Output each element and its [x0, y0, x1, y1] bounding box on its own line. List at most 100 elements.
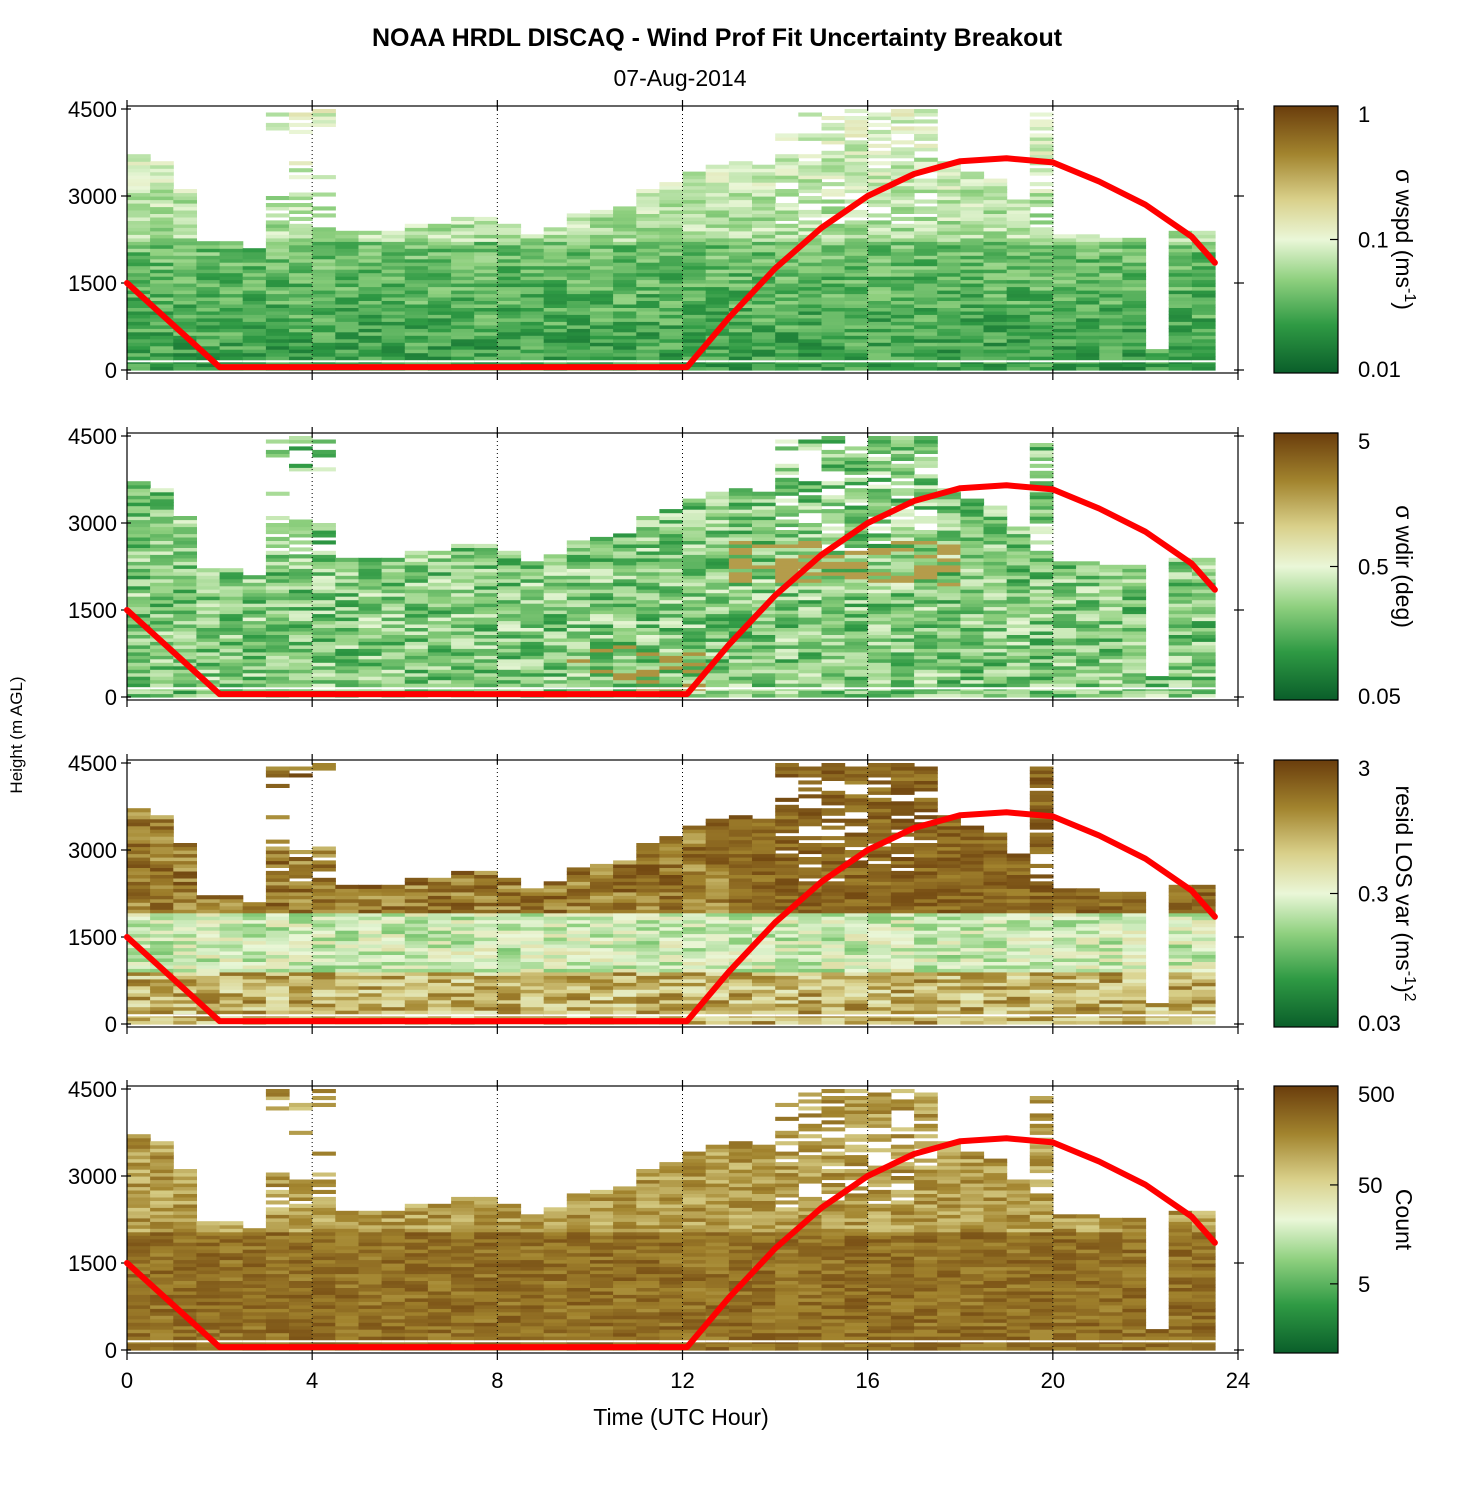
heatmap-cell	[775, 324, 799, 329]
heatmap-cell	[682, 331, 707, 336]
heatmap-cell	[173, 898, 197, 903]
heatmap-cell	[127, 154, 151, 159]
heatmap-cell	[705, 237, 730, 242]
heatmap-cell	[520, 627, 545, 632]
heatmap-cell	[289, 571, 313, 576]
heatmap-cell	[520, 286, 545, 291]
heatmap-cell	[1076, 262, 1100, 267]
heatmap-cell	[242, 258, 267, 263]
heatmap-cell	[1191, 655, 1216, 660]
heatmap-cell	[1006, 641, 1031, 646]
heatmap-cell	[289, 533, 313, 538]
heatmap-cell	[150, 815, 174, 820]
heatmap-cell	[914, 314, 938, 319]
heatmap-cell	[613, 349, 637, 354]
heatmap-cell	[914, 623, 938, 628]
heatmap-cell	[474, 557, 498, 562]
heatmap-cell	[752, 168, 776, 173]
heatmap-cell	[173, 540, 197, 545]
heatmap-cell	[150, 550, 174, 555]
heatmap-cell	[566, 610, 591, 615]
heatmap-cell	[613, 613, 637, 618]
heatmap-cell	[1191, 272, 1216, 277]
heatmap-cell	[914, 502, 938, 507]
heatmap-cell	[659, 303, 684, 308]
heatmap-cell	[613, 303, 637, 308]
heatmap-cell	[1099, 352, 1123, 357]
heatmap-cell	[752, 360, 776, 363]
heatmap-cell	[127, 488, 151, 493]
heatmap-cell	[1006, 363, 1031, 368]
heatmap-cell	[1191, 637, 1216, 642]
heatmap-cell	[427, 627, 452, 632]
heatmap-cell	[682, 585, 707, 590]
heatmap-cell	[381, 564, 406, 569]
heatmap-cell	[937, 509, 961, 514]
heatmap-cell	[682, 251, 707, 256]
heatmap-cell	[659, 589, 684, 594]
heatmap-cell	[1099, 589, 1123, 594]
heatmap-cell	[590, 352, 614, 357]
heatmap-cell	[1122, 676, 1147, 681]
heatmap-cell	[890, 436, 915, 441]
heatmap-cell	[798, 349, 822, 354]
heatmap-cell	[566, 283, 591, 288]
heatmap-cell	[1122, 634, 1147, 639]
heatmap-cell	[659, 189, 684, 194]
heatmap-cell	[1006, 265, 1031, 270]
heatmap-cell	[960, 519, 985, 524]
heatmap-cell	[752, 578, 776, 583]
heatmap-cell	[150, 203, 174, 208]
heatmap-cell	[474, 328, 498, 333]
heatmap-cell	[867, 356, 892, 361]
heatmap-cell	[427, 651, 452, 656]
heatmap-cell	[289, 557, 313, 562]
heatmap-cell	[335, 658, 359, 663]
heatmap-cell	[127, 589, 151, 594]
heatmap-cell	[196, 279, 221, 284]
heatmap-cell	[335, 561, 359, 566]
heatmap-cell	[798, 620, 822, 625]
heatmap-cell	[682, 220, 707, 225]
heatmap-cell	[914, 276, 938, 281]
heatmap-cell	[682, 575, 707, 580]
heatmap-cell	[914, 599, 938, 604]
heatmap-cell	[983, 230, 1008, 235]
heatmap-cell	[451, 561, 475, 566]
heatmap-cell	[566, 331, 591, 336]
heatmap-cell	[937, 596, 961, 601]
heatmap-cell	[798, 443, 822, 448]
heatmap-cell	[960, 349, 985, 354]
heatmap-cell	[358, 230, 383, 235]
heatmap-cell	[335, 331, 359, 336]
heatmap-cell	[1006, 679, 1031, 684]
heatmap-cell	[937, 679, 961, 684]
heatmap-cell	[312, 585, 336, 590]
heatmap-cell	[497, 606, 522, 611]
heatmap-cell	[497, 349, 522, 354]
heatmap-cell	[474, 683, 498, 688]
heatmap-cell	[752, 189, 776, 194]
heatmap-cell	[705, 571, 730, 576]
heatmap-cell	[844, 599, 869, 604]
heatmap-cell	[289, 269, 313, 274]
heatmap-cell	[590, 592, 614, 597]
heatmap-cell	[427, 655, 452, 660]
heatmap-cell	[335, 637, 359, 642]
heatmap-cell	[1076, 582, 1100, 587]
heatmap-cell	[890, 651, 915, 656]
heatmap-cell	[752, 248, 776, 253]
heatmap-cell	[983, 623, 1008, 628]
heatmap-cell	[1168, 241, 1193, 246]
heatmap-cell	[242, 651, 267, 656]
heatmap-cell	[798, 568, 822, 573]
heatmap-cell	[844, 613, 869, 618]
heatmap-cell	[150, 655, 174, 660]
heatmap-cell	[404, 360, 429, 363]
heatmap-cell	[775, 349, 799, 354]
heatmap-cell	[150, 523, 174, 528]
heatmap-cell	[1099, 672, 1123, 677]
heatmap-cell	[821, 303, 846, 308]
heatmap-cell	[335, 244, 359, 249]
heatmap-cell	[127, 961, 151, 966]
